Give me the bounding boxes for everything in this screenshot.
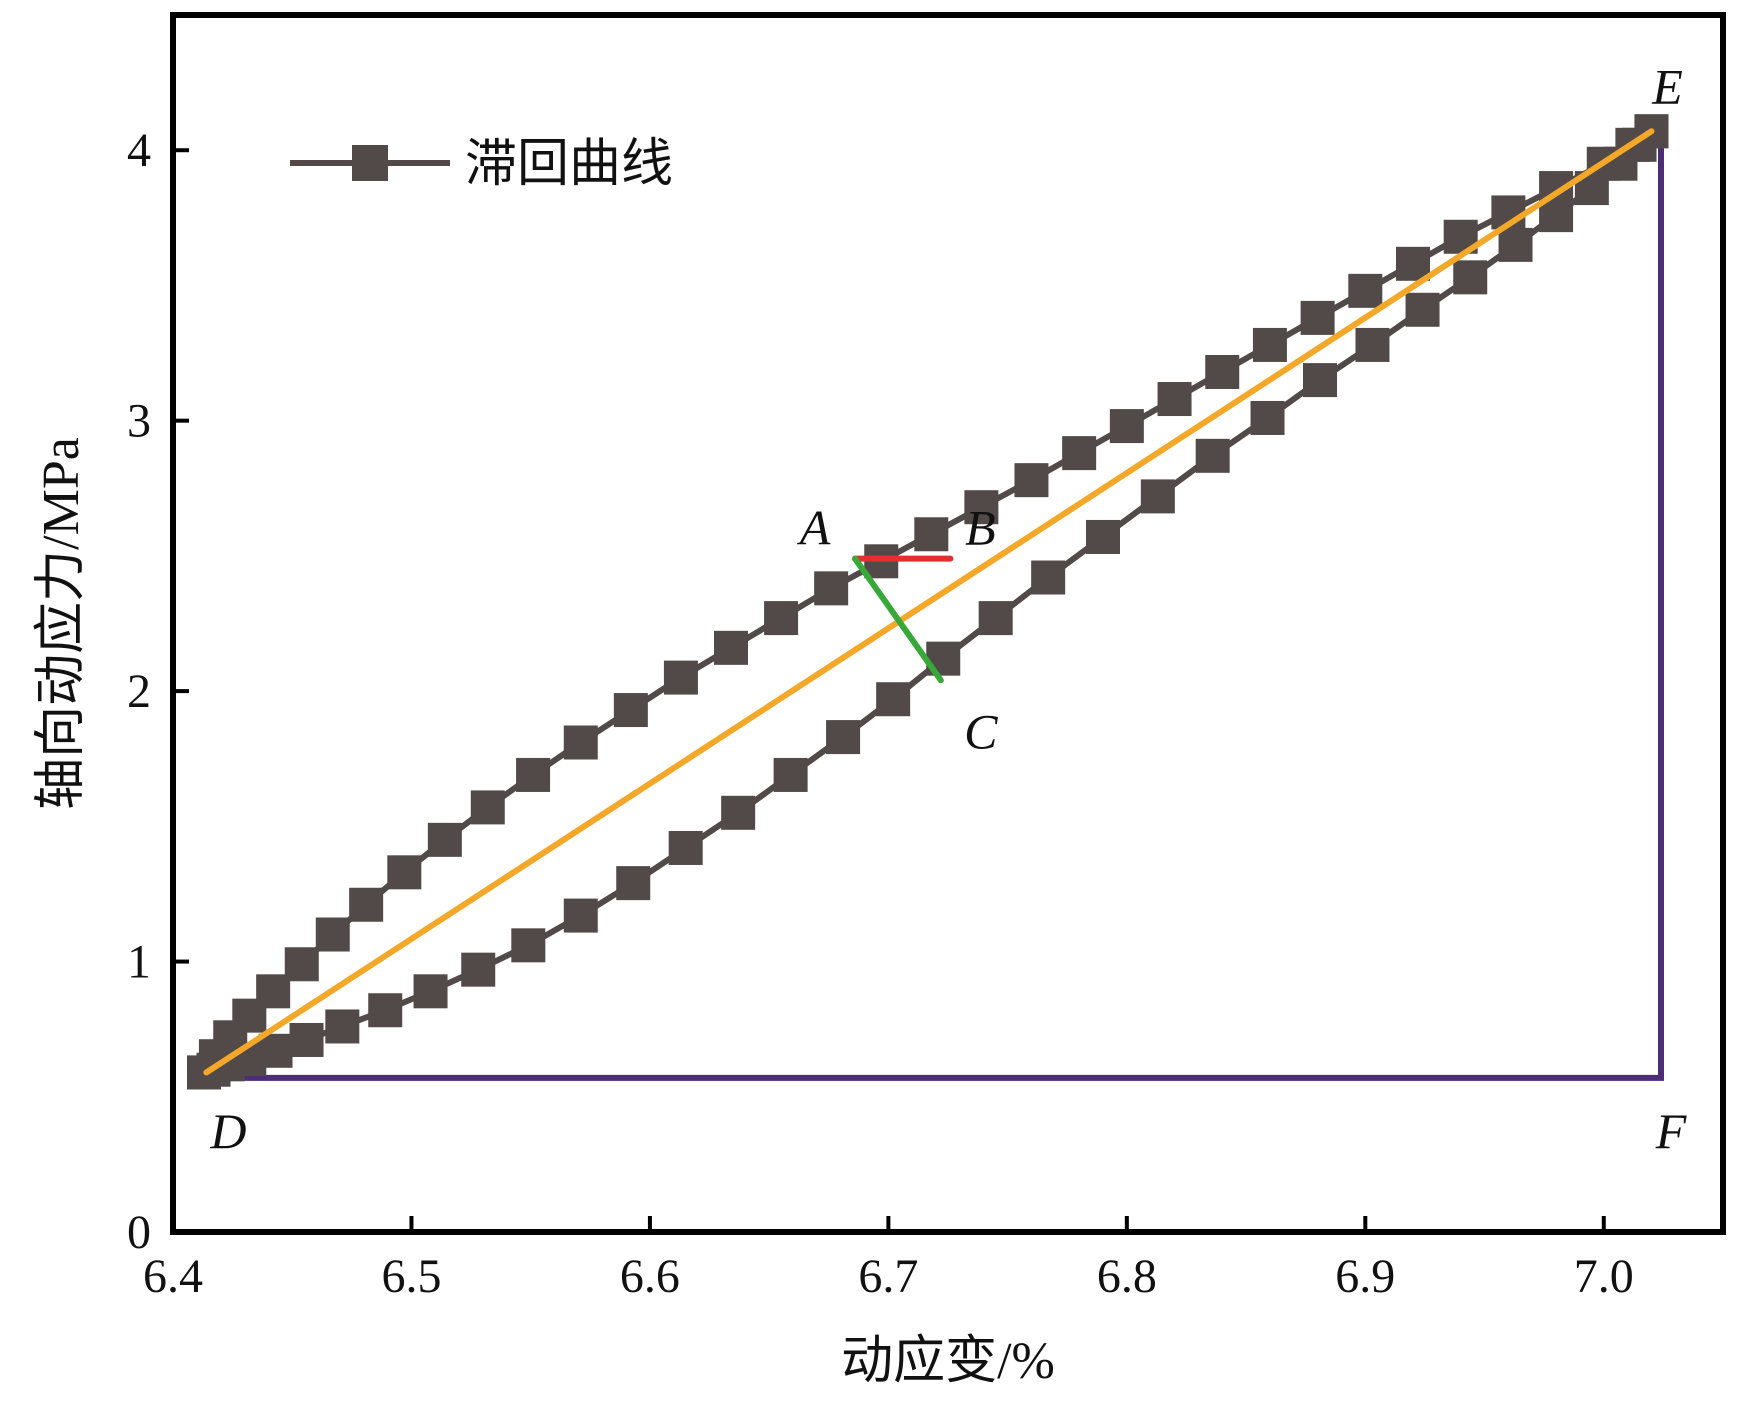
hysteresis-loading-point [470, 790, 505, 825]
hysteresis-loading-point [563, 725, 598, 760]
x-tick-label: 6.4 [143, 1250, 203, 1303]
x-tick-label: 6.8 [1097, 1250, 1157, 1303]
hysteresis-unloading-point [876, 682, 911, 717]
hysteresis-loading-point [284, 947, 319, 982]
hysteresis-unloading-point [616, 866, 651, 901]
hysteresis-loading-point [315, 917, 350, 952]
hysteresis-unloading-point [1303, 363, 1337, 398]
hysteresis-loading-point [1252, 327, 1287, 362]
point-label-a: A [797, 500, 831, 556]
x-axis-title: 动应变/% [841, 1333, 1055, 1390]
hysteresis-loading-point [814, 571, 849, 606]
axes-layer: 6.4 6.5 6.6 6.7 6.8 6.9 7.0 0 1 2 3 4 [127, 12, 1726, 1303]
annotation-layer: A B C D E F [209, 58, 1686, 1159]
y-tick-label: 2 [127, 665, 151, 718]
legend-label: 滞回曲线 [465, 136, 673, 193]
point-label-c: C [964, 703, 998, 759]
hysteresis-loading-point [964, 490, 999, 525]
ac-line [852, 555, 944, 684]
hysteresis-loading-point [256, 974, 291, 1009]
hysteresis-unloading-point [1086, 519, 1120, 554]
hysteresis-loading-point [1157, 382, 1192, 417]
triangle-layer [206, 131, 1664, 1081]
x-tick-label: 6.9 [1335, 1250, 1395, 1303]
hysteresis-unloading-point [1405, 292, 1440, 327]
hysteresis-unloading-point [978, 601, 1013, 636]
hysteresis-loading-point [516, 757, 551, 792]
hysteresis-loading-point [387, 855, 422, 890]
point-label-e: E [1651, 58, 1683, 114]
point-label-d: D [209, 1103, 246, 1159]
y-tick-label: 3 [127, 395, 151, 448]
hysteresis-loading-point [1396, 246, 1430, 281]
hysteresis-loading-point [349, 887, 384, 922]
hysteresis-loading-point [1109, 409, 1144, 444]
hysteresis-loading-point [613, 693, 648, 728]
hysteresis-loading-point [663, 660, 698, 695]
plot-frame [170, 12, 1726, 1235]
hysteresis-loading-point [1205, 354, 1240, 389]
hysteresis-loading-point [914, 517, 949, 552]
hysteresis-loading-point [427, 822, 462, 857]
hysteresis-unloading-point [1195, 438, 1230, 473]
hysteresis-unloading-point [668, 830, 703, 865]
y-tick-label: 0 [127, 1206, 151, 1259]
hysteresis-unloading-point [289, 1022, 324, 1057]
hysteresis-loading-point [764, 601, 799, 636]
x-tick-label: 6.5 [381, 1250, 441, 1303]
hysteresis-unloading-point [1250, 400, 1285, 435]
x-tick-label: 6.6 [620, 1250, 680, 1303]
x-tick-label: 7.0 [1574, 1250, 1634, 1303]
x-tick-label: 6.7 [858, 1250, 918, 1303]
hysteresis-loading-point [1348, 273, 1383, 308]
hysteresis-loading-point [714, 630, 748, 665]
hysteresis-unloading-point [368, 993, 403, 1028]
hysteresis-unloading-point [1355, 327, 1390, 362]
hysteresis-unloading-point [325, 1009, 360, 1044]
hysteresis-unloading-point [413, 974, 448, 1009]
hysteresis-unloading-point [773, 757, 808, 792]
hysteresis-loading-point [1062, 436, 1097, 471]
y-tick-label: 1 [127, 936, 151, 989]
triangle-def-line [206, 131, 1664, 1081]
hysteresis-unloading-point [1498, 227, 1533, 262]
y-tick-label: 4 [127, 124, 151, 177]
legend: 滞回曲线 [290, 136, 673, 193]
hysteresis-unloading-point [1031, 560, 1066, 595]
point-label-f: F [1655, 1103, 1687, 1159]
y-axis-title: 轴向动应力/MPa [33, 437, 90, 810]
legend-marker [352, 145, 388, 181]
point-label-b: B [965, 500, 996, 556]
fit-line [203, 128, 1655, 1076]
hysteresis-loading-point [1300, 300, 1335, 335]
hysteresis-unloading-point [511, 928, 546, 963]
hysteresis-unloading-point [1140, 479, 1175, 514]
hysteresis-unloading-point [1453, 260, 1488, 295]
hysteresis-loading-point [1014, 463, 1049, 498]
hysteresis-unloading-point [461, 952, 496, 987]
overlay-layer [203, 128, 1655, 1076]
hysteresis-unloading-point [563, 898, 598, 933]
hysteresis-unloading-point [826, 720, 861, 755]
hysteresis-unloading-point [721, 795, 756, 830]
